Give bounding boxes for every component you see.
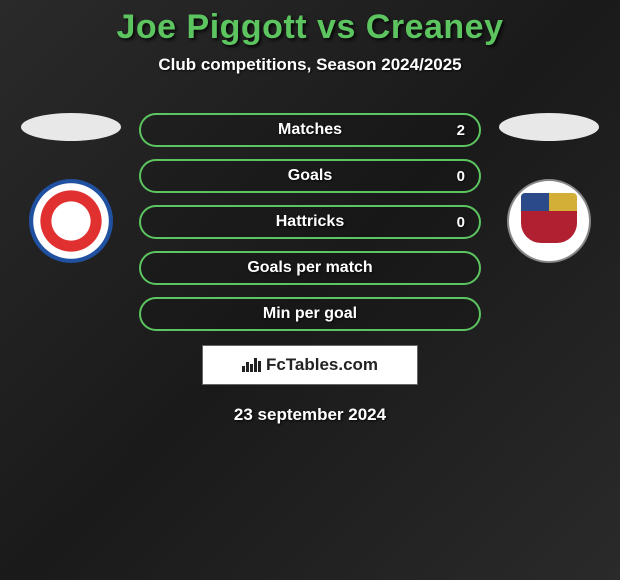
brand-text: FcTables.com	[266, 355, 378, 375]
stat-value: 0	[457, 168, 465, 185]
stat-label: Min per goal	[263, 305, 357, 323]
stat-row-hattricks: Hattricks 0	[139, 205, 481, 239]
club-crest-right	[507, 179, 591, 263]
main-area: Matches 2 Goals 0 Hattricks 0 Goals per …	[0, 113, 620, 331]
stat-row-goals-per-match: Goals per match	[139, 251, 481, 285]
subtitle: Club competitions, Season 2024/2025	[0, 55, 620, 75]
stat-value: 2	[457, 122, 465, 139]
page-title: Joe Piggott vs Creaney	[0, 8, 620, 47]
player-ellipse-right	[499, 113, 599, 141]
club-crest-left	[29, 179, 113, 263]
chart-bars-icon	[242, 358, 261, 372]
stat-row-min-per-goal: Min per goal	[139, 297, 481, 331]
player-ellipse-left	[21, 113, 121, 141]
right-column	[499, 113, 599, 263]
left-column	[21, 113, 121, 263]
brand-box[interactable]: FcTables.com	[202, 345, 418, 385]
stat-label: Goals	[288, 167, 332, 185]
stat-row-matches: Matches 2	[139, 113, 481, 147]
stat-row-goals: Goals 0	[139, 159, 481, 193]
comparison-card: Joe Piggott vs Creaney Club competitions…	[0, 0, 620, 425]
stat-label: Hattricks	[276, 213, 344, 231]
stat-value: 0	[457, 214, 465, 231]
stat-label: Matches	[278, 121, 342, 139]
stats-column: Matches 2 Goals 0 Hattricks 0 Goals per …	[139, 113, 481, 331]
date-text: 23 september 2024	[0, 405, 620, 425]
stat-label: Goals per match	[247, 259, 372, 277]
